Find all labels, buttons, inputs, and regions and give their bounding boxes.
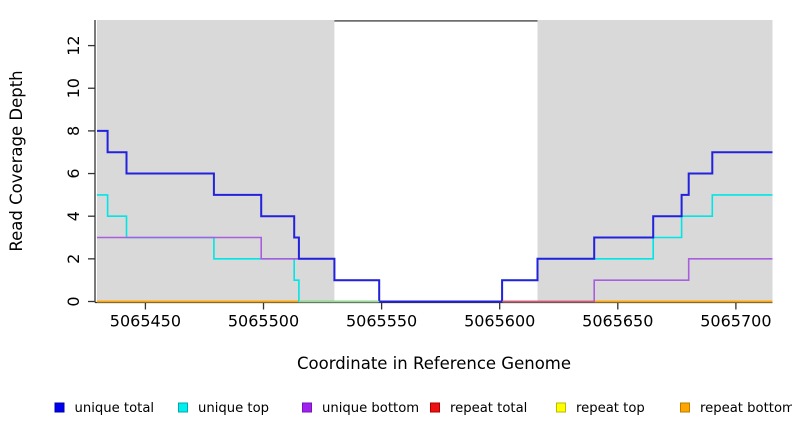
legend: unique total unique top unique bottom re… xyxy=(54,401,792,416)
axes: 5065450 5065500 5065550 5065600 5065650 50657… xyxy=(64,19,773,331)
legend-label-repeat-bottom: repeat bottom xyxy=(700,401,792,416)
legend-swatch-unique-top xyxy=(178,402,188,413)
legend-label-repeat-top: repeat top xyxy=(576,401,645,416)
legend-label-unique-top: unique top xyxy=(198,401,269,416)
x-tick-label: 5065650 xyxy=(582,312,653,331)
x-axis-title: Coordinate in Reference Genome xyxy=(297,354,571,373)
legend-item-repeat-total: repeat total xyxy=(430,401,527,416)
y-tick-label: 8 xyxy=(64,126,83,136)
y-axis-title: Read Coverage Depth xyxy=(7,70,26,251)
x-tick-label: 5065550 xyxy=(346,312,417,331)
legend-swatch-repeat-top xyxy=(556,402,566,413)
legend-swatch-unique-total xyxy=(54,402,65,413)
legend-item-unique-bottom: unique bottom xyxy=(302,401,419,416)
legend-swatch-repeat-bottom xyxy=(680,402,690,413)
legend-item-unique-total: unique total xyxy=(54,401,155,416)
legend-swatch-unique-bottom xyxy=(302,402,312,413)
x-tick-label: 5065700 xyxy=(700,312,771,331)
legend-label-unique-total: unique total xyxy=(75,401,155,416)
x-tick-label: 5065450 xyxy=(110,312,181,331)
highlight-regions xyxy=(97,20,773,303)
y-tick-label: 4 xyxy=(64,211,83,221)
y-tick-label: 6 xyxy=(64,168,83,178)
legend-item-repeat-bottom: repeat bottom xyxy=(680,401,792,416)
y-tick-label: 2 xyxy=(64,254,83,264)
y-tick-label: 10 xyxy=(64,78,83,98)
legend-swatch-repeat-total xyxy=(430,402,440,413)
x-tick-label: 5065600 xyxy=(464,312,535,331)
series-line-unique-total xyxy=(97,129,773,303)
series-lines xyxy=(97,129,773,303)
legend-item-repeat-top: repeat top xyxy=(556,401,645,416)
legend-item-unique-top: unique top xyxy=(178,401,269,416)
y-tick-label: 0 xyxy=(64,296,83,306)
x-tick-label: 5065500 xyxy=(228,312,299,331)
highlight-region xyxy=(97,20,335,303)
y-tick-label: 12 xyxy=(64,35,83,55)
legend-label-repeat-total: repeat total xyxy=(450,401,527,416)
legend-label-unique-bottom: unique bottom xyxy=(322,401,419,416)
highlight-region xyxy=(537,20,773,303)
